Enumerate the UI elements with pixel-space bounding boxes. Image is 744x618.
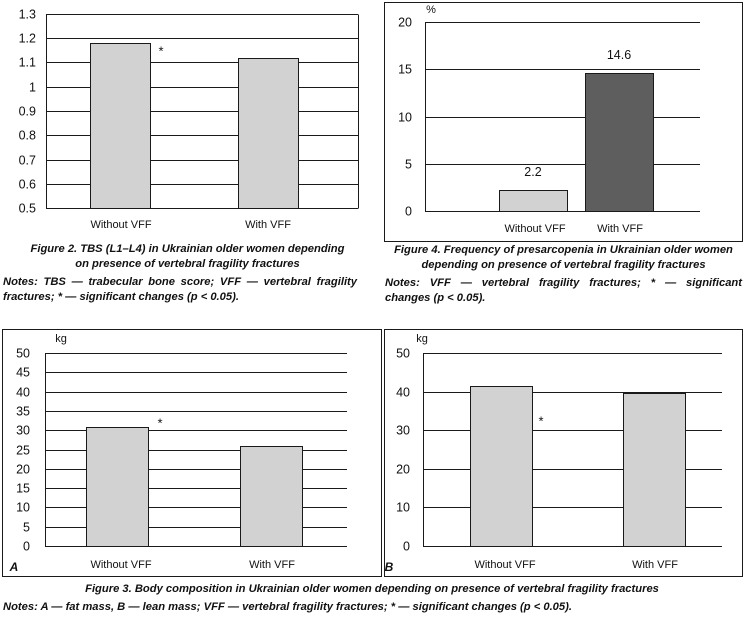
- y-tick-label: 1.1: [19, 56, 36, 70]
- bar-without-vff: [86, 427, 149, 547]
- y-tick-label: 30: [396, 424, 410, 438]
- y-tick-label: 20: [398, 16, 412, 30]
- x-category-label: With VFF: [597, 223, 643, 235]
- caption-line: Figure 2. TBS (L1–L4) in Ukrainian older…: [30, 243, 345, 255]
- figure-3-notes: Notes: A — fat mass, B — lean mass; VFF …: [3, 600, 723, 615]
- y-tick-label: 0.8: [19, 129, 36, 143]
- y-tick-label: 10: [398, 111, 412, 125]
- y-tick-label: 15: [16, 482, 30, 496]
- notes-line: Notes: VFF — vertebral fragility fractur…: [385, 277, 742, 289]
- x-category-label: With VFF: [249, 559, 295, 571]
- y-tick-label: 0.7: [19, 154, 36, 168]
- y-unit-label: kg: [55, 333, 67, 345]
- notes-line: changes (p < 0.05).: [385, 292, 486, 304]
- figure-4-notes: Notes: VFF — vertebral fragility fractur…: [385, 276, 742, 306]
- y-tick-label: 0: [405, 205, 412, 219]
- y-tick-label: 10: [396, 501, 410, 515]
- y-tick-label: 1.3: [19, 8, 36, 22]
- panel-label: A: [9, 560, 19, 574]
- y-tick-label: 45: [16, 366, 30, 380]
- y-tick-label: 25: [16, 444, 30, 458]
- bar-without-vff: [499, 190, 568, 212]
- x-category-label: Without VFF: [90, 559, 151, 571]
- significance-marker: *: [158, 44, 163, 59]
- significance-marker: *: [538, 414, 543, 429]
- bar-without-vff: [90, 43, 151, 209]
- data-label: 2.2: [524, 165, 541, 179]
- x-category-label: Without VFF: [90, 219, 151, 231]
- y-tick-label: 1: [29, 81, 36, 95]
- notes-line: Notes: A — fat mass, B — lean mass; VFF …: [3, 601, 572, 613]
- chart-border: [384, 329, 743, 577]
- figure-2-caption: Figure 2. TBS (L1–L4) in Ukrainian older…: [10, 242, 365, 272]
- y-tick-label: 0.5: [19, 202, 36, 216]
- figure-2-notes: Notes: TBS — trabecular bone score; VFF …: [3, 275, 357, 305]
- y-tick-label: 20: [396, 463, 410, 477]
- y-unit-label: %: [426, 4, 436, 16]
- y-tick-label: 40: [16, 386, 30, 400]
- significance-marker: *: [157, 416, 162, 431]
- x-category-label: With VFF: [245, 219, 291, 231]
- bar-with-vff: [238, 58, 299, 209]
- figure-4-caption: Figure 4. Frequency of presarcopenia in …: [385, 243, 742, 273]
- y-tick-label: 5: [23, 521, 30, 535]
- caption-line: Figure 3. Body composition in Ukrainian …: [85, 583, 659, 595]
- bar-with-vff: [585, 73, 654, 212]
- x-category-label: Without VFF: [474, 559, 535, 571]
- y-tick-label: 15: [398, 63, 412, 77]
- figure-2-tbs-bar-chart: 0.5 0.6 0.7 0.8 0.9 1 1.1 1.2 1.3 * Without VFF Wit…: [19, 8, 359, 231]
- y-tick-label: 40: [396, 386, 410, 400]
- figure-3-caption: Figure 3. Body composition in Ukrainian …: [0, 582, 744, 597]
- bar-without-vff: [470, 386, 533, 547]
- bar-with-vff: [623, 393, 686, 547]
- figure-3b-lean-mass-bar-chart: 0 10 20 30 40 50 * Without VFF With VFF kg B: [384, 329, 743, 577]
- caption-line: depending on presence of vertebral fragi…: [421, 259, 706, 271]
- figure-3a-fat-mass-bar-chart: 0 5 10 15 20 25 30 35 40 45 50 * Without VFF With VFF…: [2, 329, 382, 577]
- y-tick-label: 10: [16, 501, 30, 515]
- y-tick-label: 35: [16, 405, 30, 419]
- y-tick-label: 20: [16, 463, 30, 477]
- y-tick-label: 0: [403, 540, 410, 554]
- y-tick-label: 0: [23, 540, 30, 554]
- y-unit-label: kg: [416, 333, 428, 345]
- notes-line: fractures; * — significant changes (p < …: [3, 291, 239, 303]
- bar-with-vff: [240, 446, 303, 547]
- x-category-label: With VFF: [632, 559, 678, 571]
- chart-border: [2, 329, 382, 577]
- x-category-label: Without VFF: [504, 223, 565, 235]
- data-label: 14.6: [607, 48, 631, 62]
- y-tick-label: 1.2: [19, 32, 36, 46]
- panel-label: B: [385, 560, 394, 574]
- notes-line: Notes: TBS — trabecular bone score; VFF …: [3, 276, 357, 288]
- figure-4-presarcopenia-bar-chart: 0 5 10 15 20 2.2 Without VFF 14.6 With VFF%: [384, 2, 743, 242]
- y-tick-label: 30: [16, 424, 30, 438]
- caption-line: on presence of vertebral fragility fract…: [75, 258, 300, 270]
- y-tick-label: 0.6: [19, 178, 36, 192]
- y-tick-label: 50: [16, 347, 30, 361]
- y-tick-label: 50: [396, 347, 410, 361]
- caption-line: Figure 4. Frequency of presarcopenia in …: [394, 244, 733, 256]
- y-tick-label: 0.9: [19, 105, 36, 119]
- y-tick-label: 5: [405, 158, 412, 172]
